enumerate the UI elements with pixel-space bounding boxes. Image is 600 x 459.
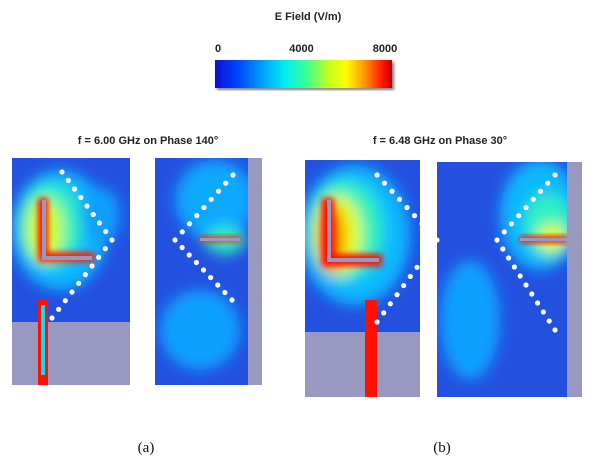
dot [506,255,511,260]
dot [91,212,96,217]
dot [538,189,543,194]
dot [59,169,64,174]
colorbar-title: E Field (V/m) [275,11,342,23]
dot [194,260,199,265]
dot [49,315,54,320]
dot [72,186,77,191]
dot [187,252,192,257]
dot [545,181,550,186]
dot [518,273,523,278]
dot [394,292,399,297]
dot [374,319,379,324]
colorbar [215,60,392,88]
dot [552,327,557,332]
dot [208,275,213,280]
dot [201,267,206,272]
dot [84,203,89,208]
dot [388,301,393,306]
dot [180,229,185,234]
dot [404,205,409,210]
dot [216,189,221,194]
panel-title: f = 6.00 GHz on Phase 140° [78,135,218,147]
dot [552,172,557,177]
dot [66,178,71,183]
dot [414,265,419,270]
dot [389,189,394,194]
dot [531,197,536,202]
field-map [12,158,130,385]
dot [512,264,517,269]
dot [535,300,540,305]
dot [494,237,499,242]
dot [523,205,528,210]
dot [421,256,426,261]
figure: E Field (V/m) 0 4000 8000 f = 6.00 GHz on … [0,0,600,459]
dot [374,172,379,177]
dot [89,263,94,268]
dot [509,221,514,226]
dot [541,309,546,314]
dot [500,246,505,251]
dot [180,245,185,250]
dot [547,318,552,323]
dot [434,237,439,242]
dot [223,181,228,186]
dot [419,221,424,226]
dot [96,255,101,260]
dot [381,310,386,315]
dot [401,283,406,288]
dot [408,274,413,279]
colorbar-tick-label: 0 [215,43,221,55]
dot [222,290,227,295]
colorbar-tick-label: 4000 [289,43,313,55]
dot [83,272,88,277]
dot [412,213,417,218]
dot [397,197,402,202]
field-map [300,160,420,397]
dot [56,307,61,312]
dot [209,197,214,202]
colorbar-tick-label: 8000 [373,43,397,55]
dot [103,246,108,251]
dot [229,297,234,302]
dot [230,172,235,177]
dot [76,281,81,286]
dot [69,289,74,294]
dot [78,195,83,200]
dot [172,237,177,242]
dot [97,220,102,225]
field-map [155,158,262,385]
dot [382,181,387,186]
dot [194,213,199,218]
panel-title: f = 6.48 GHz on Phase 30° [373,135,507,147]
caption: (b) [433,440,451,456]
dot [529,291,534,296]
dot [502,229,507,234]
caption: (a) [138,440,155,456]
dot [516,213,521,218]
dot [215,282,220,287]
dot [428,247,433,252]
dot [201,205,206,210]
dot [63,298,68,303]
dot [109,237,114,242]
dot [103,229,108,234]
dot [523,282,528,287]
dot [427,229,432,234]
field-map [437,160,582,397]
dot [187,221,192,226]
